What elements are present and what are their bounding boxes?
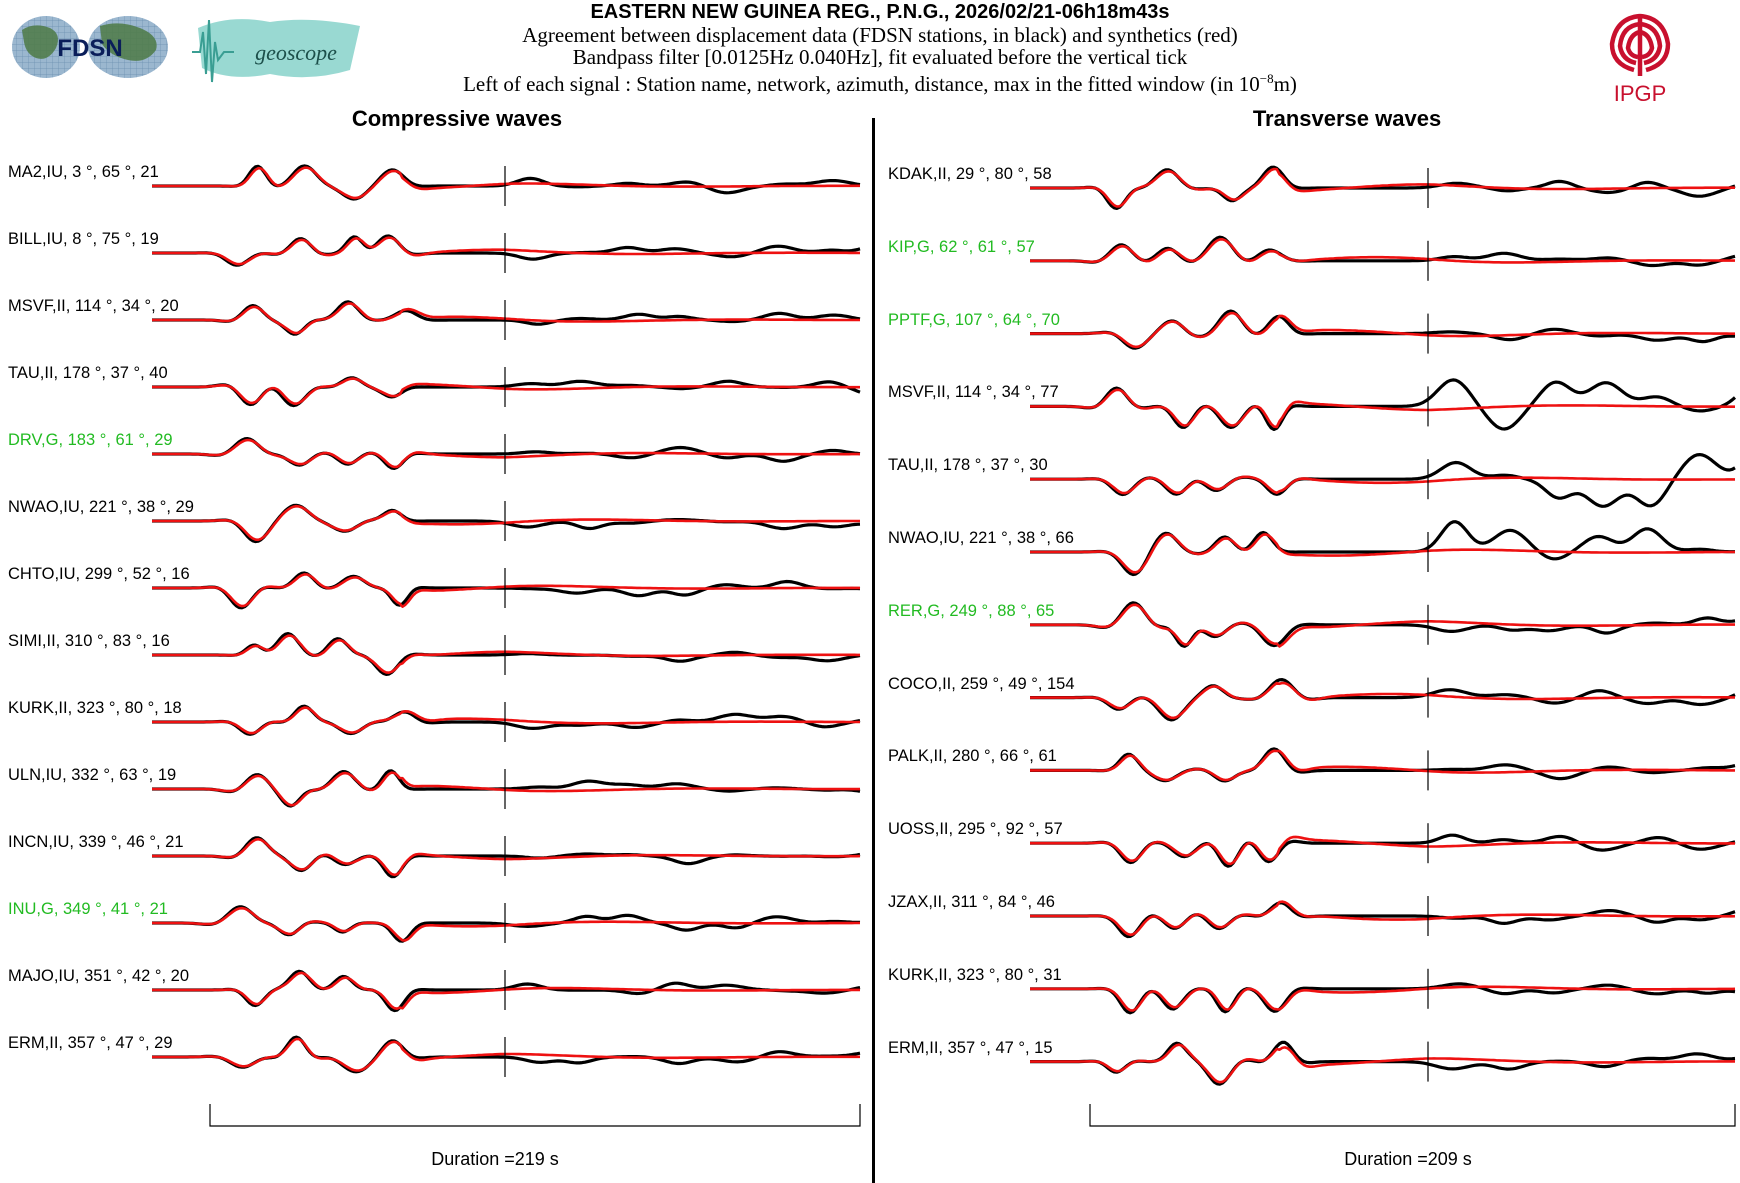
compressive-synthetic-trace-uln	[152, 771, 860, 807]
subtitle-legend-unit: m)	[1273, 72, 1297, 96]
compressive-synthetic-trace-erm	[152, 1037, 860, 1072]
compressive-data-trace-chto	[152, 571, 861, 610]
transverse-synthetic-trace-jzax	[1030, 900, 1736, 937]
transverse-synthetic-trace-pptf	[1030, 311, 1735, 349]
transverse-station-label-pptf: PPTF,G, 107 °, 64 °, 70	[888, 310, 1060, 329]
compressive-synthetic-trace-ma2	[152, 166, 860, 200]
compressive-synthetic-trace-majo	[152, 971, 860, 1010]
transverse-synthetic-trace-kip	[1030, 238, 1735, 264]
subtitle-legend-exponent: −8	[1259, 71, 1274, 86]
transverse-station-label-coco: COCO,II, 259 °, 49 °, 154	[888, 674, 1075, 693]
ipgp-logo: IPGP	[1609, 13, 1671, 106]
event-title: EASTERN NEW GUINEA REG., P.N.G., 2026/02…	[590, 1, 1170, 23]
transverse-data-trace-uoss	[1030, 833, 1736, 868]
transverse-station-label-nwao: NWAO,IU, 221 °, 38 °, 66	[888, 529, 1074, 547]
compressive-duration-bracket	[209, 1104, 861, 1127]
transverse-station-label-tau: TAU,II, 178 °, 37 °, 30	[888, 456, 1048, 475]
compressive-panel-title: Compressive waves	[351, 106, 563, 131]
compressive-synthetic-trace-bill	[152, 236, 860, 266]
compressive-station-label-majo: MAJO,IU, 351 °, 42 °, 20	[8, 967, 190, 985]
transverse-station-label-kip: KIP,G, 62 °, 61 °, 57	[888, 237, 1035, 256]
svg-text:IPGP: IPGP	[1614, 81, 1667, 106]
transverse-data-trace-palk	[1030, 747, 1736, 783]
transverse-data-trace-pptf	[1030, 309, 1736, 350]
subtitle-bandpass: Bandpass filter [0.0125Hz 0.040Hz], fit …	[572, 45, 1188, 69]
compressive-station-label-chto: CHTO,IU, 299 °, 52 °, 16	[8, 565, 190, 583]
title-block: EASTERN NEW GUINEA REG., P.N.G., 2026/02…	[380, 0, 1380, 95]
svg-text:FDSN: FDSN	[57, 35, 122, 62]
compressive-station-label-nwao: NWAO,IU, 221 °, 38 °, 29	[8, 498, 194, 516]
compressive-data-trace-ma2	[152, 164, 861, 201]
compressive-duration-label: Duration =219 s	[431, 1149, 559, 1169]
transverse-synthetic-trace-rer	[1030, 603, 1735, 648]
compressive-synthetic-trace-simi	[152, 634, 860, 674]
compressive-synthetic-trace-tau	[152, 377, 860, 405]
compressive-synthetic-trace-chto	[152, 573, 860, 608]
compressive-synthetic-trace-nwao	[152, 504, 860, 542]
transverse-synthetic-trace-erm	[1030, 1043, 1735, 1084]
compressive-synthetic-trace-msvf	[152, 302, 860, 335]
transverse-station-label-msvf: MSVF,II, 114 °, 34 °, 77	[888, 383, 1059, 402]
subtitle-agreement: Agreement between displacement data (FDS…	[522, 23, 1238, 47]
svg-text:geoscope: geoscope	[255, 40, 337, 65]
compressive-station-label-uln: ULN,IU, 332 °, 63 °, 19	[8, 766, 177, 784]
compressive-station-label-kurk: KURK,II, 323 °, 80 °, 18	[8, 699, 182, 717]
transverse-duration-label: Duration =209 s	[1344, 1149, 1472, 1169]
transverse-synthetic-trace-nwao	[1030, 533, 1735, 574]
compressive-station-label-inu: INU,G, 349 °, 41 °, 21	[8, 900, 168, 918]
panel-divider	[872, 118, 875, 1183]
transverse-station-label-kurk: KURK,II, 323 °, 80 °, 31	[888, 965, 1062, 984]
transverse-station-label-rer: RER,G, 249 °, 88 °, 65	[888, 601, 1055, 620]
transverse-station-label-erm: ERM,II, 357 °, 47 °, 15	[888, 1038, 1053, 1057]
compressive-synthetic-trace-drv	[152, 438, 860, 469]
compressive-synthetic-trace-kurk	[152, 706, 860, 735]
transverse-synthetic-trace-kurk	[1030, 985, 1736, 1012]
compressive-station-label-msvf: MSVF,II, 114 °, 34 °, 20	[8, 297, 179, 315]
transverse-synthetic-trace-msvf	[1030, 388, 1735, 429]
compressive-station-label-tau: TAU,II, 178 °, 37 °, 40	[8, 364, 168, 382]
transverse-synthetic-trace-uoss	[1030, 835, 1735, 866]
geoscope-logo: geoscope	[192, 19, 360, 83]
transverse-duration-bracket	[1089, 1104, 1736, 1127]
compressive-synthetic-trace-incn	[152, 837, 861, 877]
compressive-synthetic-trace-inu	[152, 906, 860, 942]
subtitle-legend-text: Left of each signal : Station name, netw…	[463, 72, 1260, 96]
transverse-station-label-uoss: UOSS,II, 295 °, 92 °, 57	[888, 820, 1063, 839]
compressive-station-label-incn: INCN,IU, 339 °, 46 °, 21	[8, 833, 184, 851]
figure-header: FDSN geoscope EASTERN NEW GUINEA REG., P…	[0, 0, 1740, 106]
compressive-station-label-drv: DRV,G, 183 °, 61 °, 29	[8, 431, 173, 449]
transverse-synthetic-trace-coco	[1030, 681, 1735, 720]
transverse-station-label-jzax: JZAX,II, 311 °, 84 °, 46	[888, 893, 1055, 911]
transverse-synthetic-trace-kdak	[1030, 167, 1735, 208]
transverse-synthetic-trace-tau	[1030, 475, 1735, 495]
compressive-station-label-erm: ERM,II, 357 °, 47 °, 29	[8, 1034, 173, 1052]
transverse-station-label-kdak: KDAK,II, 29 °, 80 °, 58	[888, 165, 1052, 183]
fdsn-logo: FDSN	[12, 16, 168, 78]
transverse-panel-title: Transverse waves	[1252, 106, 1442, 131]
compressive-station-label-bill: BILL,IU, 8 °, 75 °, 19	[8, 230, 159, 248]
transverse-station-label-palk: PALK,II, 280 °, 66 °, 61	[888, 747, 1057, 766]
subtitle-legend: Left of each signal : Station name, netw…	[380, 68, 1380, 95]
compressive-station-label-simi: SIMI,II, 310 °, 83 °, 16	[8, 632, 170, 650]
transverse-data-trace-nwao	[1030, 520, 1735, 577]
transverse-synthetic-trace-palk	[1030, 749, 1735, 782]
compressive-station-label-ma2: MA2,IU, 3 °, 65 °, 21	[8, 163, 159, 181]
